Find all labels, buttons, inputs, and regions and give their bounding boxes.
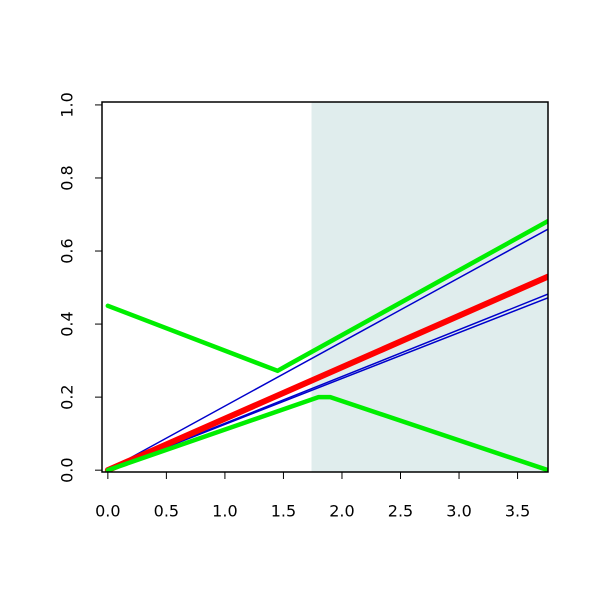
x-tick-label: 2.5: [388, 502, 413, 521]
line: [107, 297, 548, 471]
x-tick-label: 1.5: [271, 502, 296, 521]
line: [107, 228, 548, 471]
x-tick-label: 3.5: [505, 502, 530, 521]
y-tick-label: 0.8: [58, 165, 77, 190]
line: [105, 218, 548, 374]
x-tick-label: 1.0: [212, 502, 237, 521]
x-tick-label: 0.5: [154, 502, 179, 521]
x-tick-label: 3.0: [446, 502, 471, 521]
x-tick-label: 0.0: [95, 502, 120, 521]
y-tick-label: 0.2: [58, 384, 77, 409]
y-tick-label: 0.0: [58, 457, 77, 482]
plot-frame: [101, 101, 549, 473]
y-tick-label: 0.4: [58, 311, 77, 336]
axes: 0.0 0.5 1.0 1.5 2.0 2.5 3.0 3.5 0.0 0.2 0.4 0.6 0.8 1…: [58, 92, 531, 520]
x-tick-label: 2.0: [329, 502, 354, 521]
y-tick-label: 0.6: [58, 238, 77, 263]
y-tick-label: 1.0: [58, 92, 77, 117]
line: [104, 273, 548, 472]
plot-area: [104, 102, 548, 472]
line: [105, 394, 548, 472]
